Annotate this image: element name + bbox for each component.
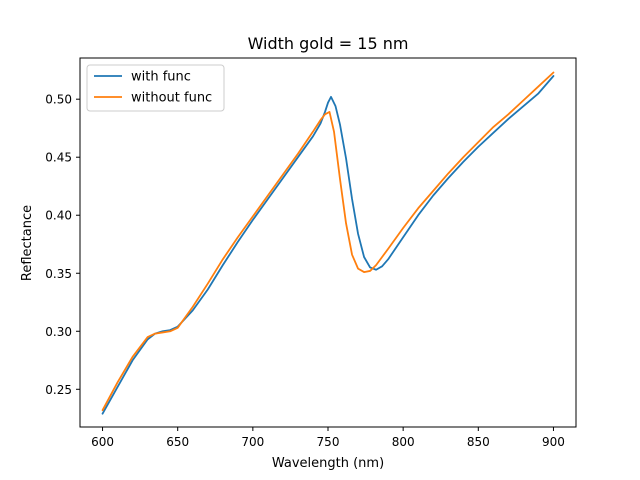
x-tick-label: 700	[241, 435, 264, 449]
y-tick-label: 0.35	[45, 267, 72, 281]
x-axis-label: Wavelength (nm)	[272, 456, 384, 471]
x-tick-label: 850	[467, 435, 490, 449]
x-axis-ticks: 600 650 700 750 800 850 900	[91, 427, 565, 449]
y-tick-label: 0.50	[45, 93, 72, 107]
x-tick-label: 650	[166, 435, 189, 449]
legend: with func without func	[86, 64, 225, 112]
y-axis-ticks: 0.25 0.30 0.35 0.40 0.45 0.50	[45, 93, 80, 397]
y-tick-label: 0.40	[45, 209, 72, 223]
y-axis-label: Reflectance	[20, 205, 35, 281]
x-tick-label: 600	[91, 435, 114, 449]
series-line-with-func	[101, 75, 555, 415]
y-tick-label: 0.30	[45, 325, 72, 339]
x-tick-label: 750	[317, 435, 340, 449]
series-layer	[101, 71, 555, 415]
legend-label-with-func: with func	[131, 70, 191, 85]
series-line-without-func	[101, 71, 555, 412]
x-tick-label: 900	[542, 435, 565, 449]
y-tick-label: 0.45	[45, 151, 72, 165]
x-tick-label: 800	[392, 435, 415, 449]
legend-label-without-func: without func	[131, 91, 212, 106]
plot-area	[80, 58, 576, 427]
y-tick-label: 0.25	[45, 383, 72, 397]
chart-title: Width gold = 15 nm	[248, 34, 409, 53]
